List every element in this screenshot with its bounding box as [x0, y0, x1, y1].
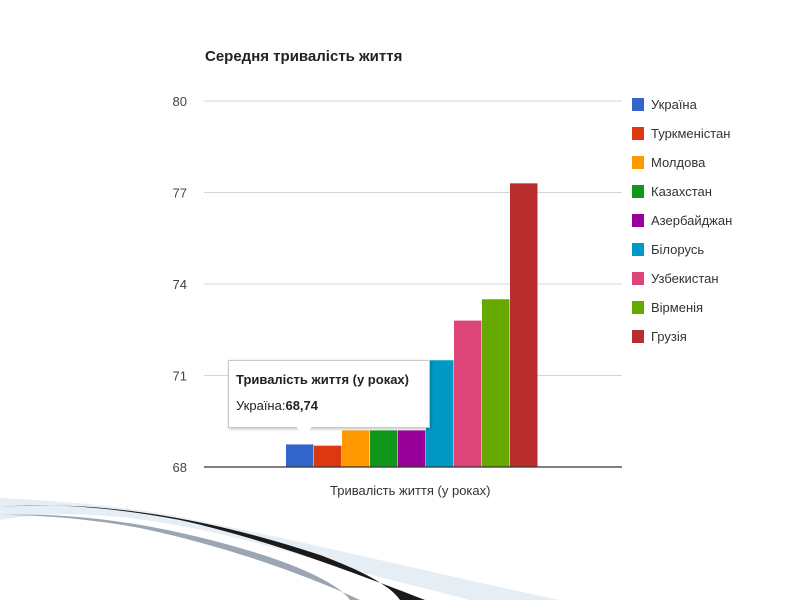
legend-swatch	[632, 214, 644, 227]
decorative-swoosh	[0, 498, 560, 600]
legend-swatch	[632, 301, 644, 314]
tooltip: Тривалість життя (у роках) Україна:68,74	[228, 360, 430, 428]
bar[interactable]	[342, 430, 370, 467]
legend-swatch	[632, 156, 644, 169]
bar[interactable]	[482, 299, 510, 467]
legend-label: Узбекистан	[651, 271, 719, 286]
bar[interactable]	[510, 183, 538, 467]
legend-item[interactable]: Азербайджан	[632, 213, 732, 242]
legend-label: Білорусь	[651, 242, 705, 257]
y-tick-label: 68	[173, 460, 187, 475]
legend-swatch	[632, 98, 644, 111]
y-tick-label: 77	[173, 186, 187, 201]
legend: Україна Туркменістан Молдова Казахстан А…	[632, 97, 732, 358]
y-tick-label: 71	[173, 369, 187, 384]
legend-label: Молдова	[651, 155, 706, 170]
tooltip-row: Україна:68,74	[236, 398, 318, 413]
legend-item[interactable]: Білорусь	[632, 242, 732, 271]
legend-swatch	[632, 330, 644, 343]
legend-label: Україна	[651, 97, 697, 112]
y-axis-ticks: 68 71 74 77 80	[173, 94, 187, 475]
y-tick-label: 74	[173, 277, 187, 292]
bar[interactable]	[454, 320, 482, 467]
legend-item[interactable]: Казахстан	[632, 184, 732, 213]
bar[interactable]	[426, 360, 454, 467]
tooltip-title: Тривалість життя (у роках)	[236, 372, 409, 387]
legend-label: Грузія	[651, 329, 687, 344]
legend-swatch	[632, 243, 644, 256]
legend-label: Вірменія	[651, 300, 704, 315]
x-axis-label: Тривалість життя (у роках)	[330, 483, 491, 498]
bar[interactable]	[398, 430, 426, 467]
legend-item[interactable]: Вірменія	[632, 300, 732, 329]
legend-item[interactable]: Молдова	[632, 155, 732, 184]
tooltip-value: 68,74	[285, 398, 319, 413]
bar[interactable]	[314, 445, 342, 467]
bar[interactable]	[286, 444, 314, 467]
legend-swatch	[632, 127, 644, 140]
tooltip-label: Україна:	[236, 398, 286, 413]
legend-label: Азербайджан	[651, 213, 733, 228]
legend-item[interactable]: Туркменістан	[632, 126, 732, 155]
chart-title: Середня тривалість життя	[205, 48, 403, 65]
legend-item[interactable]: Україна	[632, 97, 732, 126]
bars	[286, 183, 538, 467]
y-tick-label: 80	[173, 94, 187, 109]
tooltip-pointer	[295, 425, 313, 437]
legend-swatch	[632, 185, 644, 198]
legend-item[interactable]: Узбекистан	[632, 271, 732, 300]
legend-swatch	[632, 272, 644, 285]
legend-item[interactable]: Грузія	[632, 329, 732, 358]
bar[interactable]	[370, 430, 398, 467]
legend-label: Туркменістан	[651, 126, 731, 141]
legend-label: Казахстан	[651, 184, 712, 199]
